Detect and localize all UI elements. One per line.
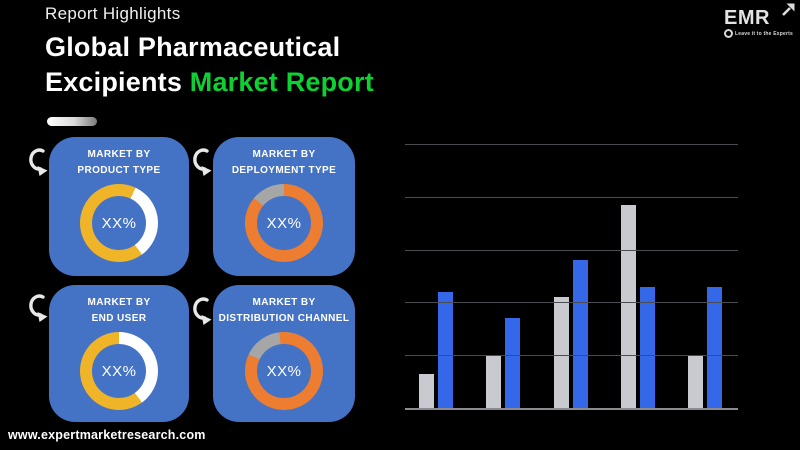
x-axis-baseline — [405, 408, 738, 410]
card-market-by-distribution-channel: MARKET BY DISTRIBUTION CHANNEL XX% — [213, 285, 355, 422]
donut-center-label: XX% — [101, 214, 137, 232]
donut-center-label: XX% — [101, 362, 137, 380]
bar-gray — [486, 355, 502, 408]
bar-blue — [438, 291, 453, 408]
card-title: MARKET BY END USER — [49, 295, 189, 327]
donut-hole: XX% — [92, 196, 146, 250]
card-title: MARKET BY PRODUCT TYPE — [49, 147, 189, 179]
bar-blue — [707, 286, 722, 408]
card-market-by-product-type: MARKET BY PRODUCT TYPE XX% — [49, 137, 189, 276]
donut-hole: XX% — [92, 344, 146, 398]
logo-lens-icon — [724, 29, 733, 38]
card-market-by-end-user: MARKET BY END USER XX% — [49, 285, 189, 422]
donut-hole: XX% — [257, 196, 311, 250]
bar-gray — [419, 373, 434, 408]
cycle-arrow-icon — [193, 148, 212, 176]
logo-tagline-row: Leave it to the Experts — [724, 29, 793, 38]
title-underline-pill — [47, 117, 97, 126]
donut-chart-end-user: XX% — [80, 332, 158, 410]
card-title: MARKET BY DISTRIBUTION CHANNEL — [213, 295, 355, 327]
cycle-arrow-icon — [193, 297, 212, 325]
card-title-line1: MARKET BY — [87, 149, 151, 160]
eyebrow-label: Report Highlights — [45, 4, 181, 23]
gridline — [405, 302, 738, 304]
cycle-arrow-icon — [29, 148, 48, 176]
card-market-by-deployment-type: MARKET BY DEPLOYMENT TYPE XX% — [213, 137, 355, 276]
grouped-bar-chart — [405, 144, 738, 410]
card-title-line1: MARKET BY — [252, 149, 316, 160]
card-title-line2: PRODUCT TYPE — [77, 165, 161, 176]
donut-chart-distribution-channel: XX% — [245, 332, 323, 410]
title-line1: Global Pharmaceutical — [45, 32, 341, 62]
website-link[interactable]: www.expertmarketresearch.com — [8, 428, 206, 442]
gridline — [405, 355, 738, 357]
card-title-line1: MARKET BY — [252, 297, 316, 308]
cycle-arrow-icon — [29, 294, 48, 322]
donut-chart-deployment-type: XX% — [245, 184, 323, 262]
card-title-line2: DISTRIBUTION CHANNEL — [218, 313, 350, 324]
emr-logo: EMR Leave it to the Experts — [724, 3, 795, 38]
donut-center-label: XX% — [266, 214, 302, 232]
title-line2-white: Excipients — [45, 67, 183, 97]
bar-chart-plot-area — [419, 144, 722, 408]
card-title-line2: END USER — [91, 313, 147, 324]
bar-group — [486, 144, 521, 408]
bar-blue — [505, 318, 521, 408]
logo-tagline: Leave it to the Experts — [735, 30, 793, 37]
card-title-line1: MARKET BY — [87, 297, 151, 308]
bar-gray — [688, 355, 703, 408]
bar-group — [419, 144, 453, 408]
card-title-line2: DEPLOYMENT TYPE — [231, 165, 337, 176]
card-title: MARKET BY DEPLOYMENT TYPE — [213, 147, 355, 179]
emr-logo-text: EMR — [724, 7, 770, 29]
bar-gray — [553, 297, 569, 408]
page-title: Global Pharmaceutical Excipients Market … — [45, 30, 374, 100]
donut-hole: XX% — [257, 344, 311, 398]
bar-group — [688, 144, 722, 408]
emr-logo-row: EMR — [724, 3, 795, 30]
bar-blue — [572, 260, 588, 408]
gridline — [405, 196, 738, 198]
logo-growth-arrow-icon — [782, 3, 795, 16]
title-line2-green: Market Report — [189, 67, 374, 97]
bar-group — [620, 144, 655, 408]
gridline — [405, 144, 738, 145]
gridline — [405, 249, 738, 251]
donut-center-label: XX% — [266, 362, 302, 380]
bar-gray — [620, 204, 636, 408]
bar-blue — [639, 286, 655, 408]
bar-group — [553, 144, 588, 408]
donut-chart-product-type: XX% — [80, 184, 158, 262]
